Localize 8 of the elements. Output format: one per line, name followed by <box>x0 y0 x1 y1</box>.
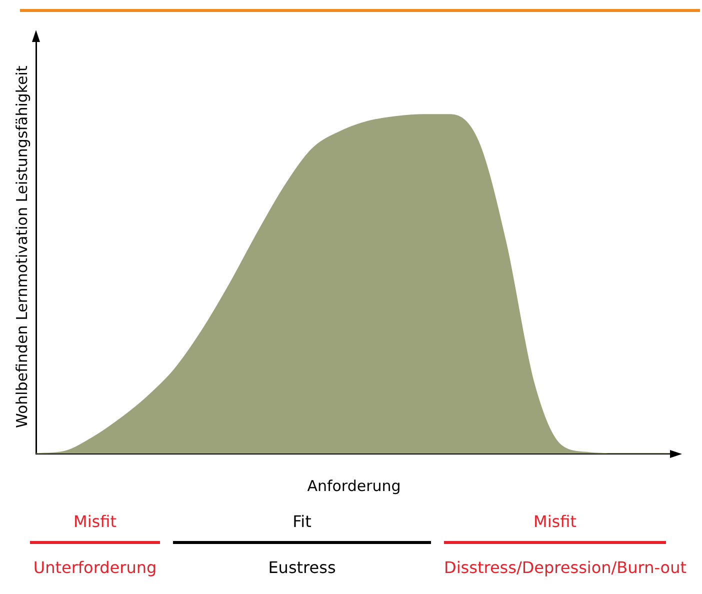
text: Eustress <box>267 558 337 577</box>
text: Fit <box>292 512 312 531</box>
text: Disstress/Depression/Burn-out <box>444 558 686 577</box>
text: Misfit <box>532 512 578 531</box>
x-axis-title: Anforderung <box>307 476 401 495</box>
text: Misfit <box>72 512 118 531</box>
y-axis-title: Wohlbefinden Lernmotivation Leistungsfähigkeit <box>12 66 31 428</box>
text: Unterforderung <box>32 558 158 577</box>
